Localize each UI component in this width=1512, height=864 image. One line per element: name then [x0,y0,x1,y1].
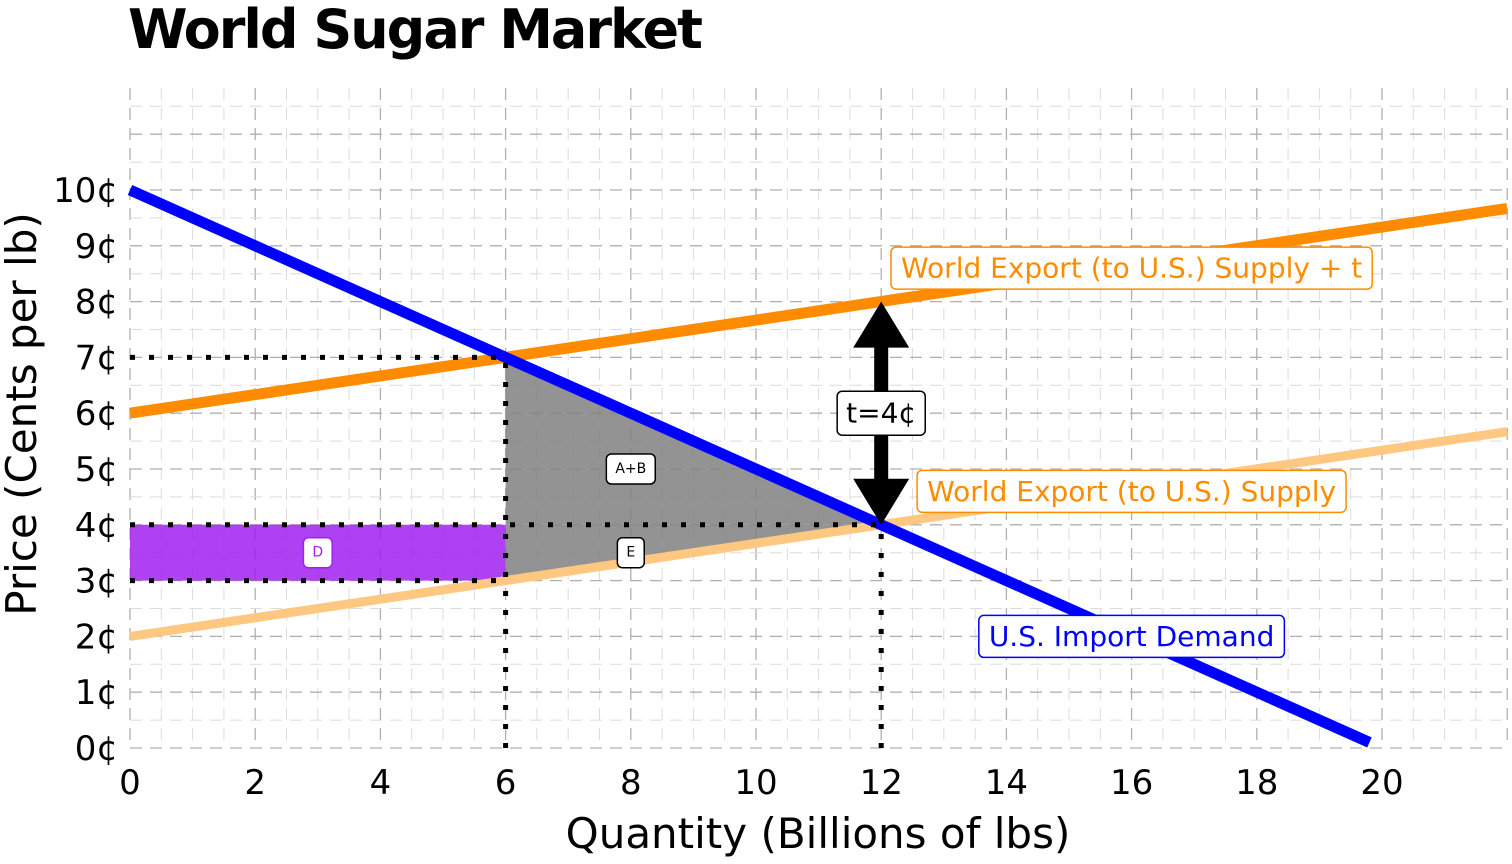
y-tick-label: 7¢ [75,338,118,378]
annotation-u-s-import-demand: U.S. Import Demand [978,614,1286,659]
x-tick-label: 4 [370,763,392,803]
x-tick-label: 20 [1360,763,1403,803]
x-tick-label: 16 [1110,763,1153,803]
y-tick-label: 0¢ [75,729,118,769]
y-tick-label: 6¢ [75,394,118,434]
x-axis-title: Quantity (Billions of lbs) [566,809,1071,858]
x-tick-label: 14 [985,763,1028,803]
y-tick-label: 3¢ [75,562,118,602]
area-label-d-box [302,536,333,569]
grid [129,88,1508,749]
area-label-e: E [616,536,645,569]
x-tick-label: 6 [495,763,517,803]
annotation-world-export-to-u-s-supply-t-text: World Export (to U.S.) Supply + t [901,252,1362,285]
x-tick-label: 2 [244,763,266,803]
annotation-world-export-to-u-s-supply: World Export (to U.S.) Supply [916,469,1347,514]
area-label-e-box [616,536,645,569]
annotation-world-export-to-u-s-supply-box [916,469,1347,514]
x-tick-label: 18 [1235,763,1278,803]
y-tick-label: 4¢ [75,506,118,546]
x-tick-label: 12 [860,763,903,803]
y-tick-label: 5¢ [75,450,118,490]
tariff-label: t=4¢ [836,390,926,436]
y-tick-label: 10¢ [53,171,118,211]
area-label-a-b-box [605,453,657,485]
series-line-world-export-to-u-s-supply-t [129,202,1509,419]
area-label-a-b-text: A+B [615,461,646,477]
area-label-d-text: D [312,545,323,561]
reference-lines [130,354,884,748]
series-line-world-export-to-u-s-supply [129,427,1508,641]
chart-title: World Sugar Market [128,0,703,61]
area-label-a-b: A+B [605,453,657,485]
y-tick-label: 1¢ [75,673,118,713]
tariff-label-text: t=4¢ [846,397,916,430]
x-tick-label: 0 [119,763,141,803]
y-tick-label: 8¢ [75,283,118,323]
axis-ticks: 0 2 4 6 8 10 12 14 16 18 20 0¢ 1¢ 2¢ 3¢ 4¢ 5¢ 6¢ 7¢ 8¢ 9¢ 10¢ [53,171,1404,803]
area-label-e-text: E [626,545,635,561]
x-tick-label: 10 [734,763,777,803]
y-axis-title: Price (Cents per lb) [0,212,46,616]
tariff-arrow-head-down [853,478,910,525]
tariff-label-box [836,390,926,436]
area-label-d: D [302,536,333,569]
annotation-u-s-import-demand-box [978,614,1286,659]
annotation-world-export-to-u-s-supply-t-box [890,246,1373,290]
x-tick-label: 8 [620,763,642,803]
y-tick-label: 2¢ [75,617,118,657]
tariff-arrow-head-up [853,301,910,348]
annotation-world-export-to-u-s-supply-t: World Export (to U.S.) Supply + t [890,246,1373,290]
labels: A+B E Dt=4¢ World Export (to U.S.) Supply +… [302,246,1373,659]
annotation-u-s-import-demand-text: U.S. Import Demand [989,620,1275,653]
annotation-world-export-to-u-s-supply-text: World Export (to U.S.) Supply [927,475,1336,508]
y-tick-label: 9¢ [75,227,118,267]
